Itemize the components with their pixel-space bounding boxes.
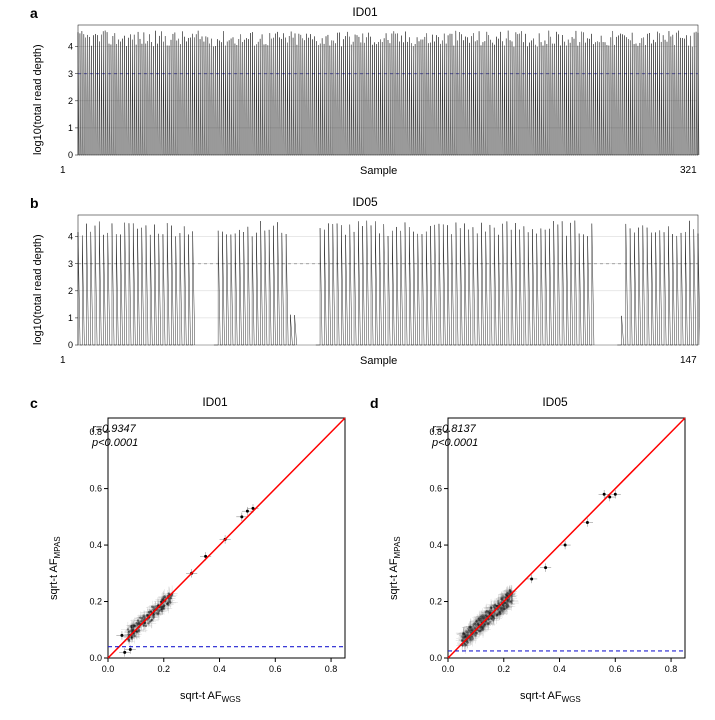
panel-a-xend: 321 bbox=[680, 165, 697, 176]
svg-text:0.0: 0.0 bbox=[102, 664, 115, 674]
panel-d: d ID05 0.00.00.20.20.40.40.60.60.80.8 r=… bbox=[370, 395, 690, 715]
svg-text:0.6: 0.6 bbox=[269, 664, 282, 674]
panel-d-ylabel-main: sqrt-t AF bbox=[388, 558, 400, 600]
panel-d-p: p<0.0001 bbox=[432, 437, 478, 449]
panel-a-ylabel: log10(total read depth) bbox=[32, 44, 44, 155]
panel-c-p: p<0.0001 bbox=[92, 437, 138, 449]
svg-text:0.2: 0.2 bbox=[89, 597, 102, 607]
svg-text:0.4: 0.4 bbox=[89, 540, 102, 550]
panel-c-label: c bbox=[30, 395, 38, 411]
panel-d-r: r=0.8137 bbox=[432, 423, 476, 435]
svg-text:0.6: 0.6 bbox=[609, 664, 622, 674]
panel-d-ylabel-sub: MPAS bbox=[393, 536, 402, 558]
panel-a-xlabel: Sample bbox=[360, 165, 397, 177]
svg-text:4: 4 bbox=[68, 42, 73, 52]
svg-text:0.8: 0.8 bbox=[665, 664, 678, 674]
panel-c-title: ID01 bbox=[80, 395, 350, 409]
panel-d-xlabel-main: sqrt-t AF bbox=[520, 690, 562, 702]
svg-text:0.4: 0.4 bbox=[213, 664, 226, 674]
svg-text:0.2: 0.2 bbox=[429, 597, 442, 607]
svg-text:2: 2 bbox=[68, 286, 73, 296]
svg-text:0.4: 0.4 bbox=[429, 540, 442, 550]
panel-c: c ID01 0.00.00.20.20.40.40.60.60.80.8 r=… bbox=[30, 395, 350, 715]
panel-c-ylabel-sub: MPAS bbox=[53, 536, 62, 558]
svg-text:1: 1 bbox=[68, 123, 73, 133]
panel-c-ylabel: sqrt-t AFMPAS bbox=[48, 536, 62, 600]
svg-text:0.2: 0.2 bbox=[498, 664, 511, 674]
svg-text:0.0: 0.0 bbox=[442, 664, 455, 674]
panel-d-chart: 0.00.00.20.20.40.40.60.60.80.8 bbox=[420, 413, 690, 683]
panel-d-xlabel-sub: WGS bbox=[562, 695, 581, 704]
panel-b-xlabel: Sample bbox=[360, 355, 397, 367]
panel-c-r: r=0.9347 bbox=[92, 423, 136, 435]
svg-text:3: 3 bbox=[68, 259, 73, 269]
svg-text:0: 0 bbox=[68, 150, 73, 160]
panel-a-xstart: 1 bbox=[60, 165, 66, 176]
panel-c-xlabel-sub: WGS bbox=[222, 695, 241, 704]
svg-text:0.8: 0.8 bbox=[325, 664, 338, 674]
svg-text:0.4: 0.4 bbox=[553, 664, 566, 674]
panel-c-chart: 0.00.00.20.20.40.40.60.60.80.8 bbox=[80, 413, 350, 683]
svg-text:2: 2 bbox=[68, 96, 73, 106]
panel-a-title: ID01 bbox=[30, 5, 700, 19]
svg-text:0.6: 0.6 bbox=[429, 484, 442, 494]
panel-b-title: ID05 bbox=[30, 195, 700, 209]
svg-text:3: 3 bbox=[68, 69, 73, 79]
svg-text:0: 0 bbox=[68, 340, 73, 350]
panel-b-xend: 147 bbox=[680, 355, 697, 366]
panel-d-ylabel: sqrt-t AFMPAS bbox=[388, 536, 402, 600]
panel-a-chart: 0 1 2 3 4 bbox=[60, 23, 700, 163]
panel-b: b ID05 01234 log10(total read depth) 1 S… bbox=[30, 195, 700, 370]
panel-b-xstart: 1 bbox=[60, 355, 66, 366]
svg-text:4: 4 bbox=[68, 232, 73, 242]
panel-a: a ID01 01234 log10(total read depth) 1 S… bbox=[30, 5, 700, 180]
panel-b-chart: 0 1 2 3 4 bbox=[60, 213, 700, 353]
panel-c-xlabel-main: sqrt-t AF bbox=[180, 690, 222, 702]
svg-text:0.0: 0.0 bbox=[89, 653, 102, 663]
svg-text:0.6: 0.6 bbox=[89, 484, 102, 494]
svg-text:1: 1 bbox=[68, 313, 73, 323]
panel-c-xlabel: sqrt-t AFWGS bbox=[180, 690, 241, 704]
svg-text:0.2: 0.2 bbox=[158, 664, 171, 674]
panel-c-ylabel-main: sqrt-t AF bbox=[48, 558, 60, 600]
panel-b-ylabel: log10(total read depth) bbox=[32, 234, 44, 345]
panel-d-title: ID05 bbox=[420, 395, 690, 409]
svg-text:0.0: 0.0 bbox=[429, 653, 442, 663]
panel-d-label: d bbox=[370, 395, 379, 411]
panel-d-xlabel: sqrt-t AFWGS bbox=[520, 690, 581, 704]
